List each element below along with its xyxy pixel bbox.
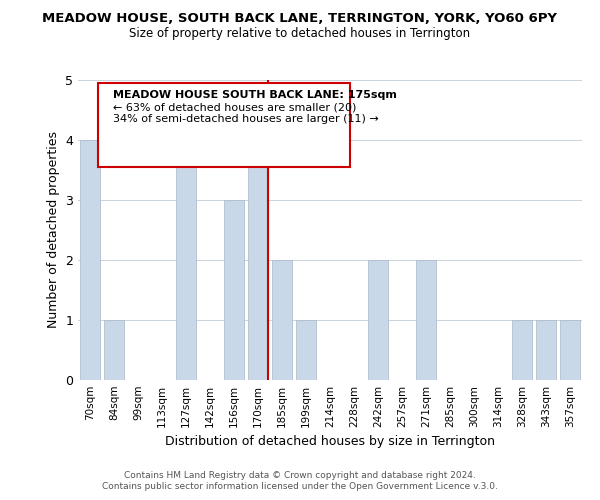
Text: Contains public sector information licensed under the Open Government Licence v.: Contains public sector information licen… (102, 482, 498, 491)
Bar (272, 260, 292, 380)
Text: 34% of semi-detached houses are larger (11) →: 34% of semi-detached houses are larger (… (113, 114, 379, 124)
Bar (176, 140, 196, 380)
Text: Size of property relative to detached houses in Terrington: Size of property relative to detached ho… (130, 28, 470, 40)
Bar (368, 260, 388, 380)
Text: ← 63% of detached houses are smaller (20): ← 63% of detached houses are smaller (20… (113, 102, 356, 113)
X-axis label: Distribution of detached houses by size in Terrington: Distribution of detached houses by size … (165, 436, 495, 448)
Text: MEADOW HOUSE, SOUTH BACK LANE, TERRINGTON, YORK, YO60 6PY: MEADOW HOUSE, SOUTH BACK LANE, TERRINGTO… (43, 12, 557, 26)
Text: MEADOW HOUSE SOUTH BACK LANE: 175sqm: MEADOW HOUSE SOUTH BACK LANE: 175sqm (113, 90, 397, 101)
Bar (560, 320, 580, 380)
Bar (416, 260, 436, 380)
Bar (536, 320, 556, 380)
Bar (80, 140, 100, 380)
Y-axis label: Number of detached properties: Number of detached properties (47, 132, 59, 328)
FancyBboxPatch shape (98, 83, 350, 167)
Bar (248, 140, 268, 380)
Text: Contains HM Land Registry data © Crown copyright and database right 2024.: Contains HM Land Registry data © Crown c… (124, 471, 476, 480)
Bar (512, 320, 532, 380)
Bar (296, 320, 316, 380)
Bar (104, 320, 124, 380)
Bar (224, 200, 244, 380)
